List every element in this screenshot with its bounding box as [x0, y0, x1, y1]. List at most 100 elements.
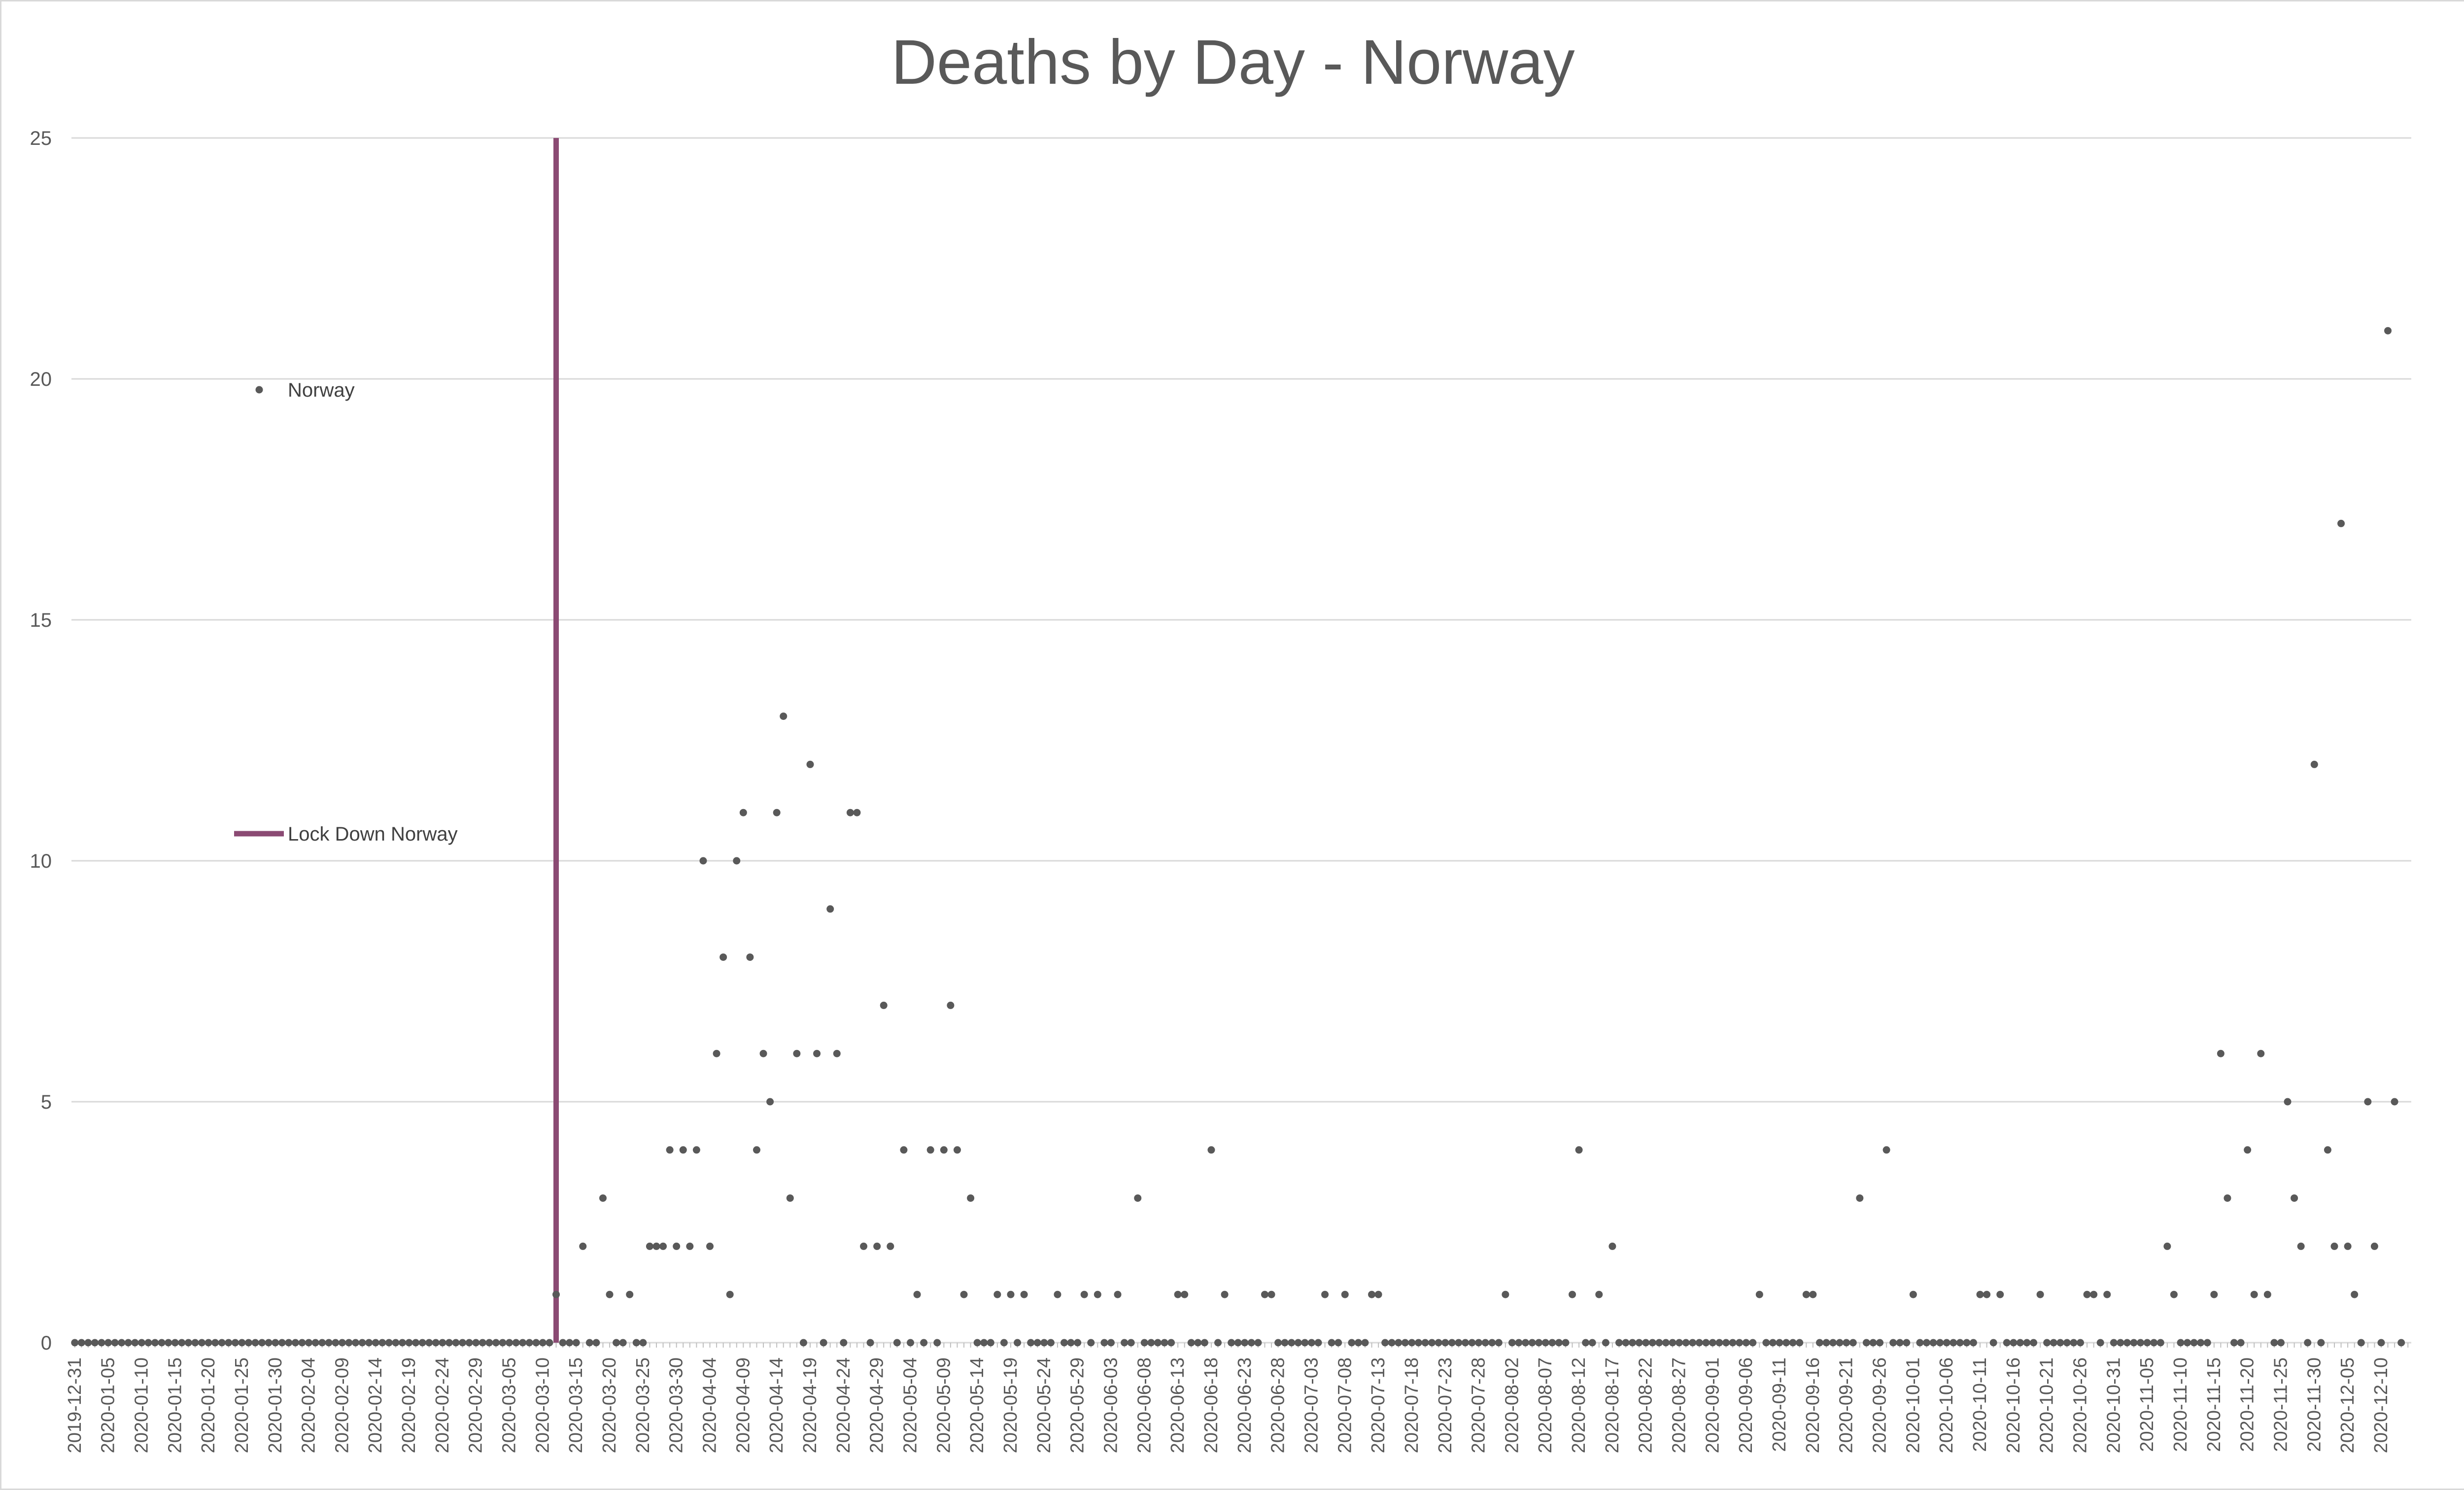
- data-point: [2263, 1290, 2271, 1298]
- x-tick-label: 2020-09-26: [1870, 1357, 1890, 1453]
- data-point: [77, 1339, 85, 1347]
- data-point: [205, 1339, 212, 1347]
- data-point: [1889, 1339, 1897, 1347]
- data-point: [1167, 1339, 1175, 1347]
- data-point: [1635, 1339, 1643, 1347]
- data-point: [251, 1339, 259, 1347]
- x-tick-label: 2020-05-09: [933, 1357, 954, 1453]
- data-point: [1428, 1339, 1436, 1347]
- data-point: [2257, 1050, 2265, 1057]
- data-point: [1448, 1339, 1456, 1347]
- data-point: [2317, 1339, 2325, 1347]
- data-point: [1575, 1146, 1583, 1154]
- data-point: [1702, 1339, 1710, 1347]
- data-point: [111, 1339, 119, 1347]
- data-point: [639, 1339, 647, 1347]
- data-point: [1629, 1339, 1637, 1347]
- data-point: [2391, 1098, 2398, 1106]
- data-point: [1414, 1339, 1422, 1347]
- data-point: [2137, 1339, 2145, 1347]
- data-point: [2384, 327, 2392, 335]
- x-tick-label: 2020-08-27: [1669, 1357, 1690, 1453]
- data-point: [124, 1339, 132, 1347]
- data-point: [1435, 1339, 1442, 1347]
- x-tick-label: 2020-01-05: [98, 1357, 119, 1453]
- data-point: [2030, 1339, 2038, 1347]
- data-point: [519, 1339, 527, 1347]
- data-point: [1722, 1339, 1730, 1347]
- x-tick-label: 2020-08-02: [1502, 1357, 1522, 1453]
- data-point: [646, 1242, 653, 1250]
- data-point: [278, 1339, 286, 1347]
- data-point: [1174, 1290, 1182, 1298]
- data-point: [1602, 1339, 1609, 1347]
- y-tick-label: 10: [30, 850, 52, 872]
- data-point: [652, 1242, 660, 1250]
- data-point: [1843, 1339, 1850, 1347]
- data-point: [378, 1339, 386, 1347]
- data-point: [1094, 1290, 1101, 1298]
- data-point: [1508, 1339, 1516, 1347]
- data-point: [71, 1339, 79, 1347]
- x-tick-label: 2020-09-16: [1803, 1357, 1823, 1453]
- data-point: [1455, 1339, 1463, 1347]
- data-point: [2170, 1290, 2178, 1298]
- data-point: [459, 1339, 467, 1347]
- data-point: [325, 1339, 333, 1347]
- data-point: [726, 1290, 734, 1298]
- x-tick-label: 2020-11-15: [2204, 1357, 2224, 1452]
- data-point: [566, 1339, 574, 1347]
- data-point: [445, 1339, 453, 1347]
- data-point: [820, 1339, 827, 1347]
- data-point: [659, 1242, 667, 1250]
- x-tick-label: 2020-05-24: [1034, 1357, 1055, 1453]
- data-point: [1689, 1339, 1697, 1347]
- data-point: [1261, 1290, 1268, 1298]
- data-point: [860, 1242, 868, 1250]
- data-point: [1441, 1339, 1449, 1347]
- data-point: [2351, 1290, 2359, 1298]
- data-point: [1061, 1339, 1068, 1347]
- data-point: [786, 1194, 794, 1202]
- data-point: [1969, 1339, 1977, 1347]
- x-tick-label: 2020-07-28: [1469, 1357, 1489, 1453]
- data-point: [686, 1242, 694, 1250]
- data-point: [2337, 519, 2345, 527]
- data-point: [2270, 1339, 2278, 1347]
- data-point: [2237, 1339, 2245, 1347]
- x-tick-label: 2020-05-19: [1000, 1357, 1021, 1453]
- data-point: [358, 1339, 366, 1347]
- data-point: [1522, 1339, 1530, 1347]
- data-point: [1007, 1290, 1015, 1298]
- data-point: [2250, 1290, 2258, 1298]
- data-point: [947, 1001, 955, 1009]
- data-point: [345, 1339, 353, 1347]
- x-tick-label: 2020-11-20: [2237, 1357, 2258, 1452]
- data-point: [793, 1050, 801, 1057]
- data-point: [1582, 1339, 1590, 1347]
- data-point: [1381, 1339, 1389, 1347]
- data-point: [298, 1339, 306, 1347]
- data-point: [1335, 1339, 1342, 1347]
- data-point: [1676, 1339, 1683, 1347]
- data-point: [1247, 1339, 1255, 1347]
- data-point: [1548, 1339, 1556, 1347]
- data-point: [1528, 1339, 1536, 1347]
- data-point: [1729, 1339, 1737, 1347]
- x-tick-label: 2020-11-05: [2137, 1357, 2157, 1452]
- x-tick-label: 2020-08-17: [1602, 1357, 1623, 1453]
- data-point: [1595, 1290, 1603, 1298]
- data-point: [1294, 1339, 1302, 1347]
- data-point: [1481, 1339, 1489, 1347]
- x-tick-label: 2020-02-09: [332, 1357, 352, 1453]
- data-point: [1916, 1339, 1924, 1347]
- data-point: [465, 1339, 473, 1347]
- data-point: [880, 1001, 888, 1009]
- data-point: [412, 1339, 420, 1347]
- data-point: [666, 1146, 674, 1154]
- data-point: [1829, 1339, 1837, 1347]
- data-point: [2016, 1339, 2024, 1347]
- data-point: [2397, 1339, 2405, 1347]
- data-point: [1682, 1339, 1690, 1347]
